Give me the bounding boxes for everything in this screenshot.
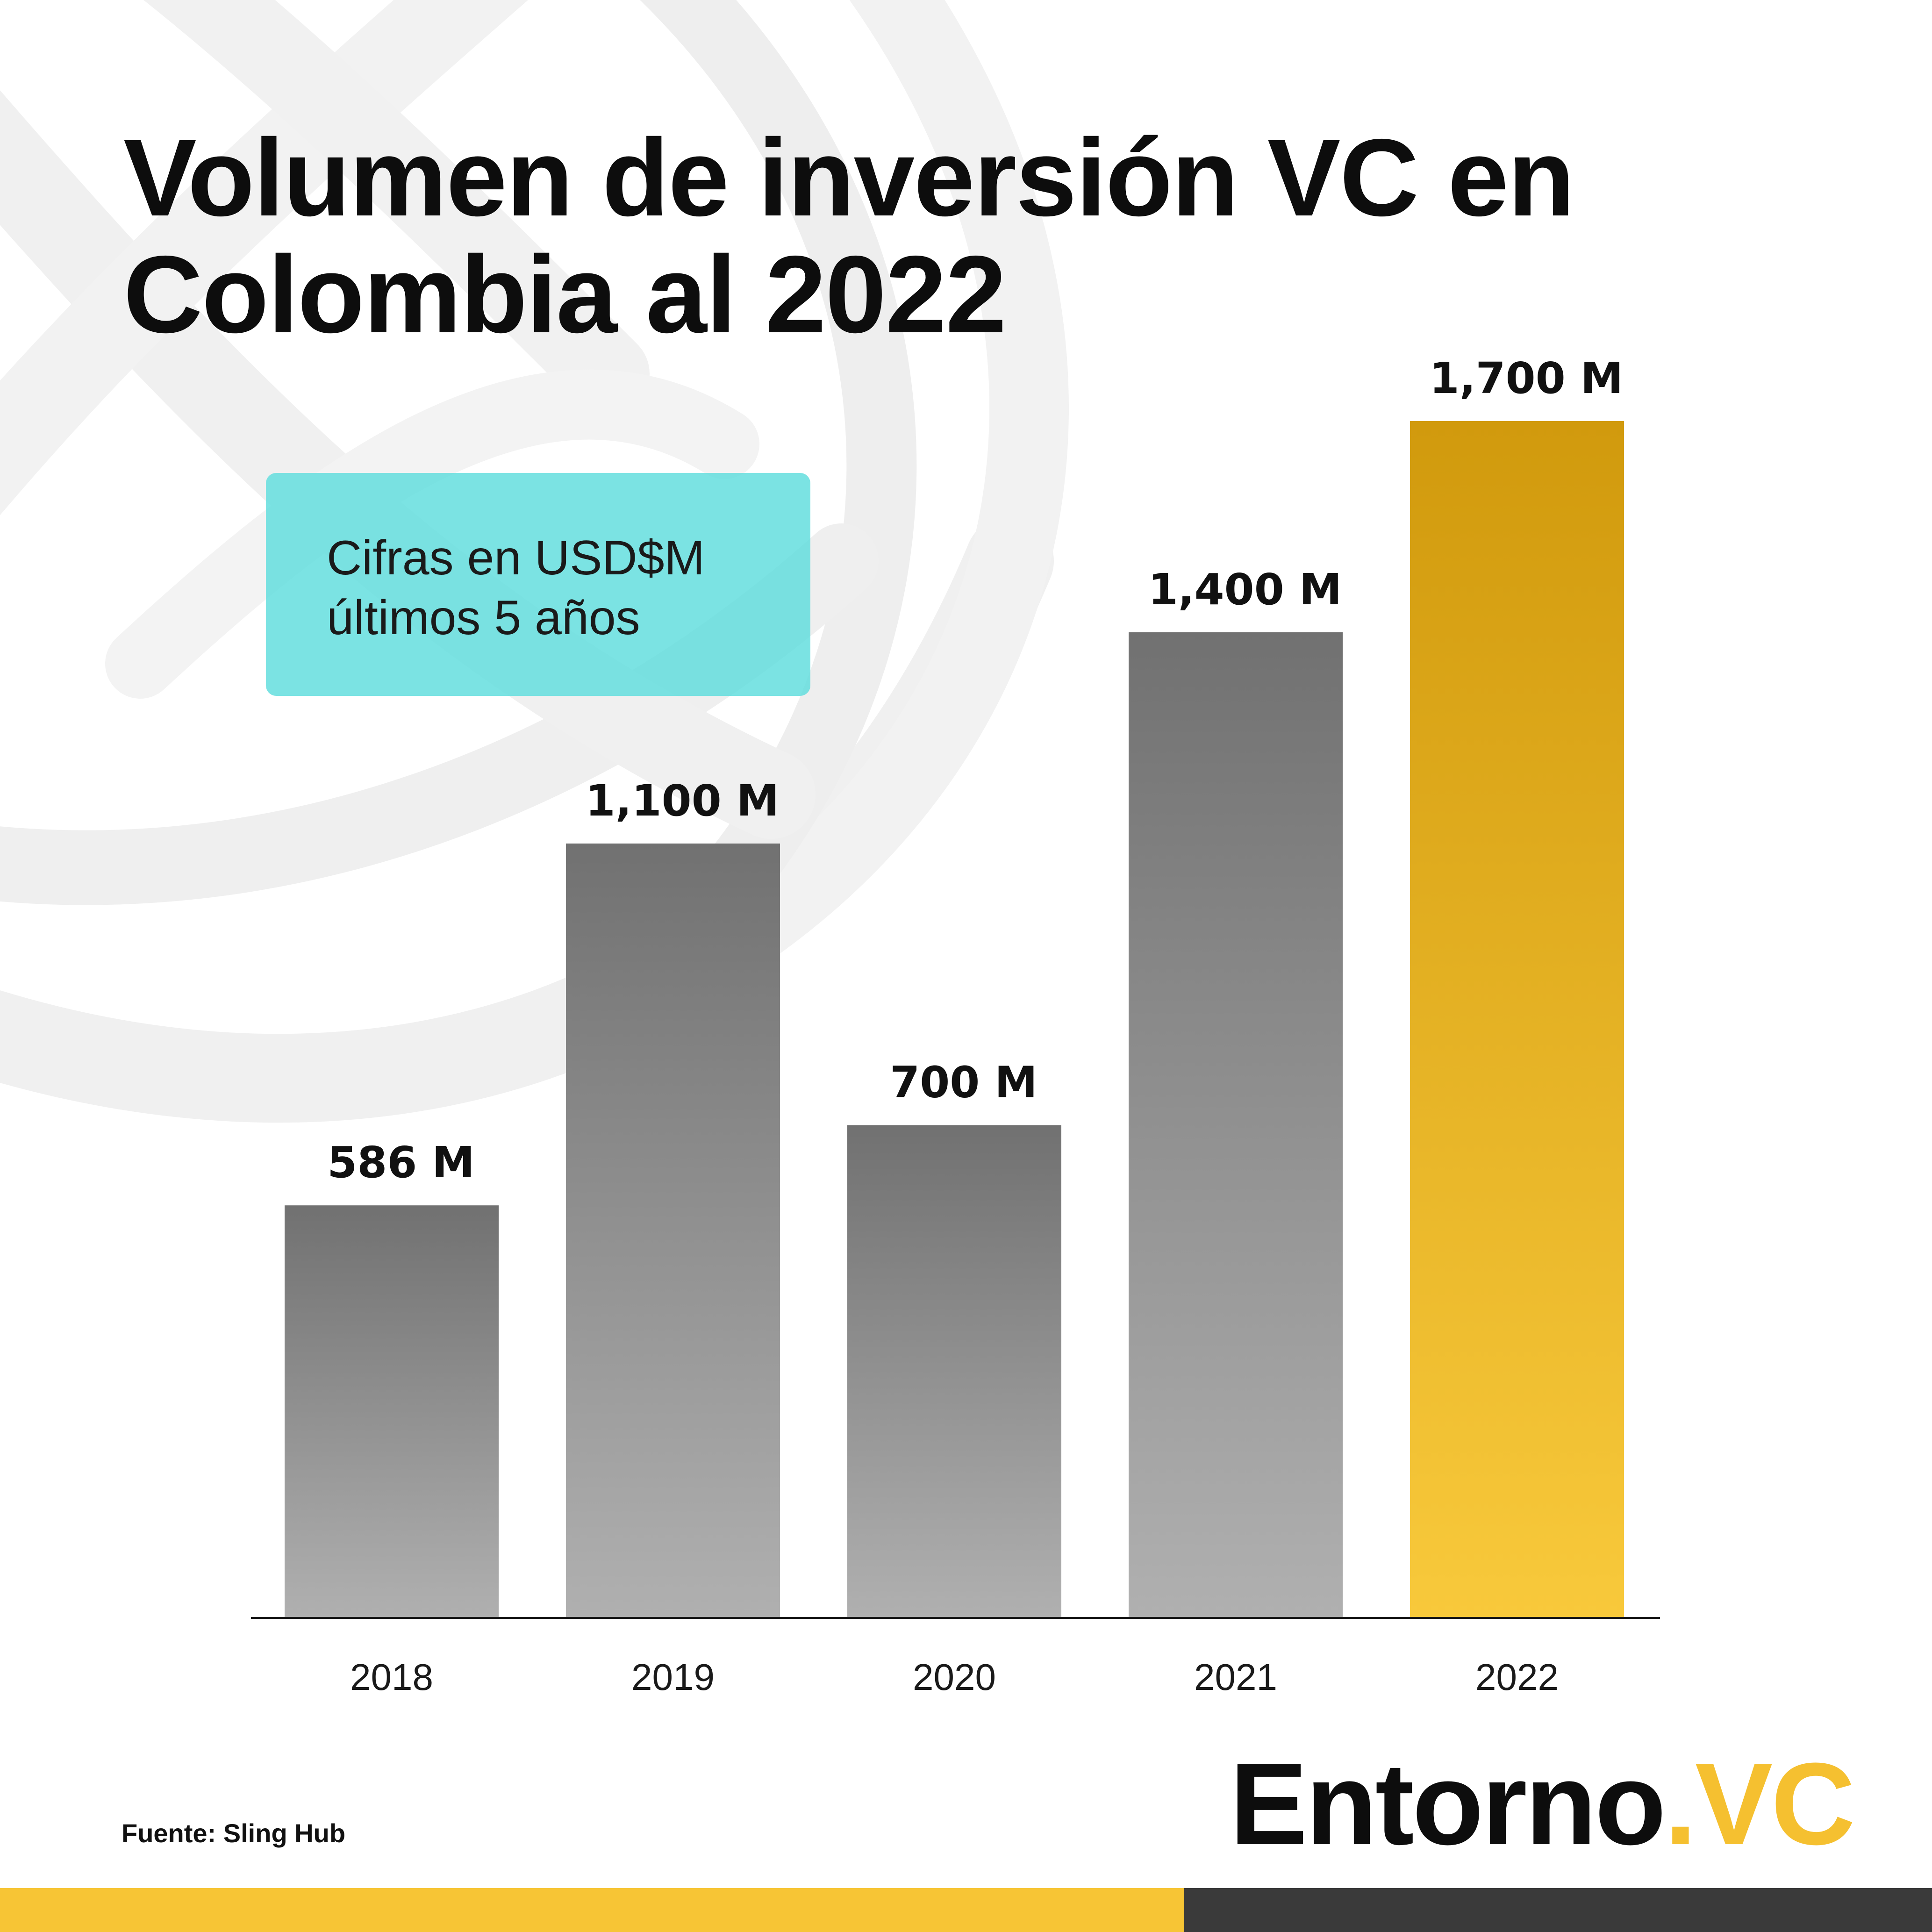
footer-bar-yellow: [0, 1888, 1184, 1932]
footer-bar: [0, 1888, 1932, 1932]
chart-title: Volumen de inversión VC en Colombia al 2…: [123, 116, 1575, 356]
tick-label-2019: 2019: [631, 1656, 715, 1698]
bar-2019: [566, 843, 780, 1618]
bar-2020: [847, 1125, 1061, 1618]
value-label-2020: 700 M: [890, 1057, 1038, 1107]
bar-2022: [1410, 421, 1624, 1618]
bar-2021: [1129, 632, 1343, 1618]
x-axis-tick-labels: 2018 2019 2020 2021 2022: [350, 1656, 1559, 1698]
units-note-box: Cifras en USD$M últimos 5 años: [266, 473, 810, 696]
tick-label-2018: 2018: [350, 1656, 433, 1698]
units-note-line-2: últimos 5 años: [327, 591, 640, 645]
logo-wordmark: Entorno: [1230, 1739, 1666, 1869]
units-note: Cifras en USD$M últimos 5 años: [327, 528, 705, 648]
bars-group: [285, 421, 1624, 1618]
tick-label-2022: 2022: [1475, 1656, 1559, 1698]
units-note-line-1: Cifras en USD$M: [327, 531, 705, 585]
logo-accent: .VC: [1664, 1739, 1855, 1869]
source-note: Fuente: Sling Hub: [122, 1818, 346, 1848]
bar-2018: [285, 1205, 499, 1618]
value-label-2021: 1,400 M: [1148, 565, 1342, 615]
tick-label-2020: 2020: [913, 1656, 996, 1698]
value-label-2022: 1,700 M: [1430, 353, 1624, 403]
tick-label-2021: 2021: [1194, 1656, 1277, 1698]
chart-title-line-1: Volumen de inversión VC en: [123, 116, 1575, 239]
value-label-2018: 586 M: [327, 1138, 475, 1188]
brand-logo: Entorno.VC: [1230, 1743, 1855, 1865]
value-labels-group: 586 M 1,100 M 700 M 1,400 M 1,700 M: [327, 353, 1623, 1188]
value-label-2019: 1,100 M: [586, 776, 780, 826]
chart-title-line-2: Colombia al 2022: [123, 233, 1007, 356]
footer-bar-dark: [1184, 1888, 1932, 1932]
